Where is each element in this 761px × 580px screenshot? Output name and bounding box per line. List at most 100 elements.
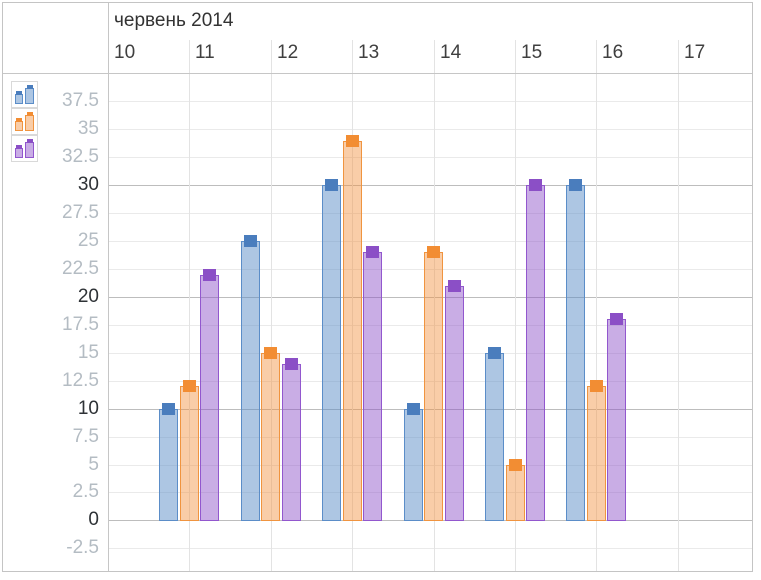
x-axis-tick-label: 16 [602,42,624,63]
v-gridline [515,40,516,571]
legend-mini-bar-icon-series-orange [27,112,33,116]
bar-blue-day13[interactable] [322,185,341,521]
bar-purple-day14[interactable] [445,286,464,521]
h-gridline [109,409,752,410]
h-gridline [109,465,752,466]
bar-top-marker-blue-day14 [407,403,420,415]
h-gridline [109,185,752,186]
v-gridline [189,40,190,571]
y-axis-tick-label: 20 [77,286,99,307]
x-axis-tick-label: 13 [358,42,380,63]
bar-top-marker-blue-day13 [325,179,338,191]
bar-orange-day15[interactable] [506,465,525,521]
month-title: червень 2014 [114,10,234,31]
bar-top-marker-purple-day15 [529,179,542,191]
legend-item-series-blue[interactable] [11,81,38,108]
bar-blue-day16[interactable] [566,185,585,521]
y-axis-tick-label: 25 [77,230,99,251]
y-axis-tick-label: 35 [77,118,99,139]
h-gridline [109,269,752,270]
bar-top-marker-blue-day12 [244,235,257,247]
legend-item-series-purple[interactable] [11,135,38,162]
bar-purple-day13[interactable] [363,252,382,521]
bar-top-marker-purple-day11 [203,269,216,281]
legend-mini-bar-icon-series-orange [16,118,22,122]
x-axis-tick-label: 15 [521,42,543,63]
bar-blue-day12[interactable] [241,241,260,521]
y-axis-tick-label: 22.5 [62,258,99,279]
header-separator-line [3,73,752,74]
bar-top-marker-blue-day15 [488,347,501,359]
y-axis-tick-label: 7.5 [72,426,99,447]
h-gridline [109,325,752,326]
x-axis-tick-label: 17 [684,42,706,63]
bar-top-marker-purple-day12 [285,358,298,370]
bar-top-marker-purple-day16 [610,313,623,325]
v-gridline [434,40,435,571]
bar-top-marker-orange-day11 [183,380,196,392]
bar-top-marker-blue-day16 [569,179,582,191]
legend-item-series-orange[interactable] [11,108,38,135]
h-gridline [109,101,752,102]
bar-top-marker-orange-day14 [427,246,440,258]
legend-mini-bar-icon-series-blue [15,94,23,104]
y-axis-tick-label: 30 [77,174,99,195]
bar-blue-day11[interactable] [159,409,178,521]
calendar-bar-chart-widget: червень 2014 37.5 35 32.5 30 27.5 25 22.5 20 17.… [2,2,753,572]
y-axis-tick-label: 37.5 [62,90,99,111]
h-gridline [109,548,752,549]
bar-top-marker-orange-day12 [264,347,277,359]
legend-mini-bar-icon-series-purple [27,139,33,143]
y-axis-tick-label: 17.5 [62,314,99,335]
legend-mini-bar-icon-series-blue [27,85,33,89]
bar-orange-day14[interactable] [424,252,443,521]
y-axis-tick-label: -2.5 [66,537,99,558]
h-gridline [109,353,752,354]
legend-mini-bar-icon-series-purple [25,142,34,158]
bar-orange-day12[interactable] [261,353,280,521]
h-gridline [109,492,752,493]
y-axis-tick-label: 10 [77,398,99,419]
bar-top-marker-purple-day14 [448,280,461,292]
legend-mini-bar-icon-series-orange [25,115,34,131]
axis-vertical-line [108,3,109,571]
bar-orange-day11[interactable] [180,386,199,521]
v-gridline [352,40,353,571]
y-axis-tick-label: 12.5 [62,370,99,391]
v-gridline [596,40,597,571]
v-gridline [678,40,679,571]
bar-purple-day11[interactable] [200,275,219,521]
bar-top-marker-orange-day16 [590,380,603,392]
h-gridline [109,213,752,214]
bar-orange-day13[interactable] [343,141,362,521]
h-gridline [109,297,752,298]
bar-purple-day12[interactable] [282,364,301,521]
v-gridline [271,40,272,571]
bar-blue-day15[interactable] [485,353,504,521]
h-gridline [109,381,752,382]
legend-mini-bar-icon-series-blue [16,91,22,95]
bar-top-marker-purple-day13 [366,246,379,258]
x-axis-tick-label: 12 [277,42,299,63]
legend-mini-bar-icon-series-purple [15,148,23,158]
y-axis-tick-label: 32.5 [62,146,99,167]
y-axis-tick-label: 2.5 [72,481,99,502]
legend-mini-bar-icon-series-purple [16,145,22,149]
x-axis-tick-label: 10 [114,42,136,63]
y-axis-tick-label: 27.5 [62,202,99,223]
bar-blue-day14[interactable] [404,409,423,521]
y-axis-tick-label: 15 [77,342,99,363]
bar-top-marker-orange-day15 [509,459,522,471]
bar-top-marker-blue-day11 [162,403,175,415]
h-gridline [109,157,752,158]
x-axis-tick-label: 11 [195,42,215,63]
y-axis-tick-label: 5 [88,454,99,475]
x-axis-tick-label: 14 [440,42,462,63]
bar-purple-day15[interactable] [526,185,545,521]
bar-purple-day16[interactable] [607,319,626,521]
legend-mini-bar-icon-series-orange [15,121,23,131]
bar-orange-day16[interactable] [587,386,606,521]
legend-mini-bar-icon-series-blue [25,88,34,104]
h-gridline [109,129,752,130]
